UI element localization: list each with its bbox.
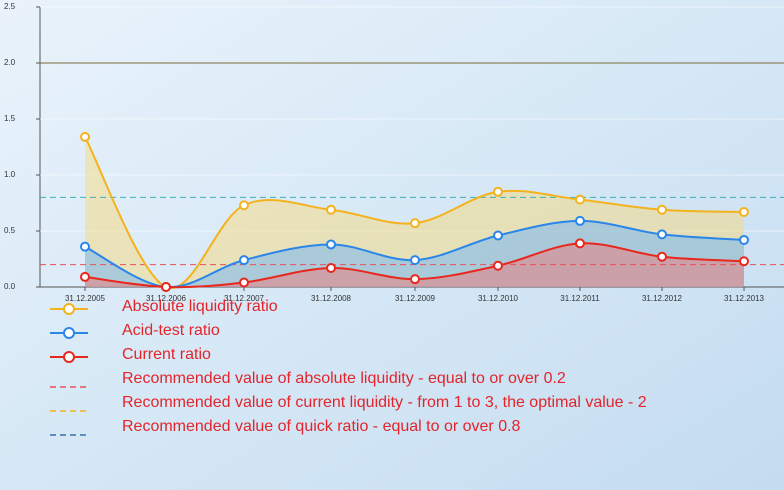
legend-marker bbox=[64, 352, 74, 362]
point bbox=[658, 253, 666, 261]
y-tick-label: 0.5 bbox=[4, 226, 16, 235]
y-tick-label: 1.5 bbox=[4, 114, 16, 123]
point bbox=[411, 256, 419, 264]
point bbox=[81, 133, 89, 141]
point bbox=[327, 206, 335, 214]
point bbox=[327, 264, 335, 272]
point bbox=[81, 273, 89, 281]
legend-label: Recommended value of absolute liquidity … bbox=[122, 370, 566, 387]
legend-marker bbox=[64, 304, 74, 314]
point bbox=[240, 279, 248, 287]
point bbox=[740, 208, 748, 216]
point bbox=[740, 257, 748, 265]
x-tick-label: 31.12.2013 bbox=[724, 294, 765, 303]
y-tick-label: 1.0 bbox=[4, 170, 16, 179]
point bbox=[740, 236, 748, 244]
chart: 0.00.51.01.52.02.531.12.200531.12.200631… bbox=[0, 0, 784, 490]
legend-label: Current ratio bbox=[122, 346, 211, 363]
legend-label: Absolute liquidity ratio bbox=[122, 298, 278, 315]
y-tick-label: 2.0 bbox=[4, 58, 16, 67]
x-tick-label: 31.12.2008 bbox=[311, 294, 352, 303]
legend-marker bbox=[64, 328, 74, 338]
point bbox=[576, 217, 584, 225]
point bbox=[327, 240, 335, 248]
point bbox=[576, 239, 584, 247]
point bbox=[576, 196, 584, 204]
legend-label: Acid-test ratio bbox=[122, 322, 220, 339]
x-tick-label: 31.12.2009 bbox=[395, 294, 436, 303]
legend-label: Recommended value of quick ratio - equal… bbox=[122, 418, 521, 435]
point bbox=[494, 262, 502, 270]
x-tick-label: 31.12.2010 bbox=[478, 294, 519, 303]
point bbox=[658, 206, 666, 214]
point bbox=[240, 201, 248, 209]
x-tick-label: 31.12.2011 bbox=[560, 294, 600, 303]
point bbox=[162, 283, 170, 291]
y-tick-label: 0.0 bbox=[4, 282, 16, 291]
point bbox=[240, 256, 248, 264]
point bbox=[658, 230, 666, 238]
x-tick-label: 31.12.2005 bbox=[65, 294, 106, 303]
point bbox=[411, 275, 419, 283]
point bbox=[411, 219, 419, 227]
legend-label: Recommended value of current liquidity -… bbox=[122, 394, 647, 411]
x-tick-label: 31.12.2012 bbox=[642, 294, 683, 303]
y-tick-label: 2.5 bbox=[4, 2, 16, 11]
point bbox=[494, 231, 502, 239]
point bbox=[81, 243, 89, 251]
point bbox=[494, 188, 502, 196]
